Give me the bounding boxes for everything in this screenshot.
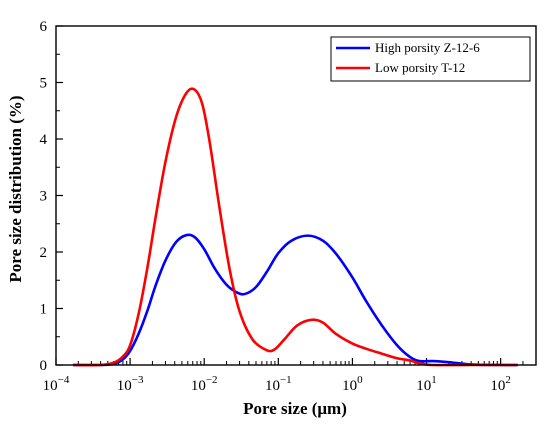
y-tick-label: 0 [40,358,48,374]
y-axis-title: Pore size distribution (%) [6,95,25,282]
series-line-1 [73,87,518,367]
y-tick-label: 5 [40,76,48,92]
plot-frame [55,25,537,366]
x-tick-label: 10−4 [43,374,70,394]
legend-box [330,36,531,82]
series-layer [73,87,518,367]
x-tick-label: 101 [416,374,437,394]
x-tick-label: 10−3 [117,374,144,394]
legend-label-high-porosity: High porsity Z-12-6 [375,40,480,55]
y-tick-label: 4 [40,132,48,148]
x-tick-label: 100 [342,374,363,394]
x-tick-label: 10−1 [265,374,292,394]
series-line-0 [73,233,518,367]
x-tick-label: 102 [490,374,511,394]
x-axis-title: Pore size (μm) [243,399,347,418]
y-tick-label: 6 [40,19,48,35]
labels-layer: 10−4 10−3 10−2 10−1 100 101 102 0 1 2 3 4 5 6 [40,19,511,394]
x-tick-label: 10−2 [191,374,218,394]
y-tick-label: 2 [40,245,48,261]
y-tick-label: 3 [40,189,48,205]
y-tick-label: 1 [40,302,48,318]
legend-label-low-porosity: Low porsity T-12 [375,60,465,75]
legend: High porsity Z-12-6 Low porsity T-12 [330,36,531,82]
